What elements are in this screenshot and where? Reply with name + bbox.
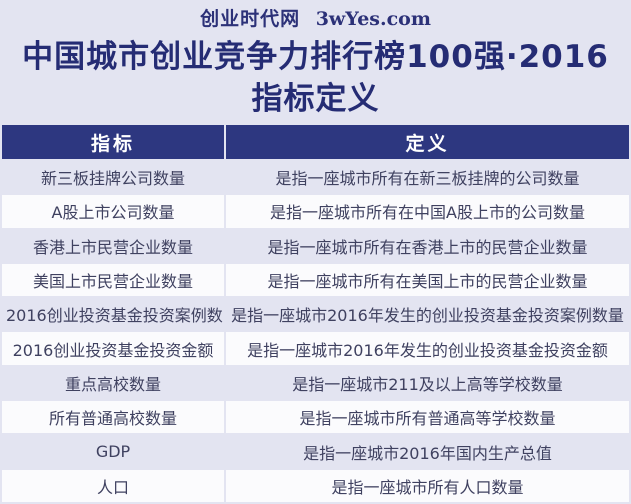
definitions-table: 指标 定义 新三板挂牌公司数量 是指一座城市所有在新三板挂牌的公司数量 A股上市公司… <box>0 123 631 504</box>
indicator-cell: GDP <box>2 435 224 468</box>
table-row: 香港上市民营企业数量 是指一座城市所有在香港上市的民营企业数量 <box>2 229 629 262</box>
site-name: 创业时代网 <box>200 8 301 30</box>
definition-cell: 是指一座城市所有普通高等学校数量 <box>226 401 629 434</box>
indicator-cell: 香港上市民营企业数量 <box>2 229 224 262</box>
definition-cell: 是指一座城市所有在新三板挂牌的公司数量 <box>226 161 629 194</box>
table-row: 人口 是指一座城市所有人口数量 <box>2 469 629 502</box>
indicator-cell: 新三板挂牌公司数量 <box>2 161 224 194</box>
table-row: 美国上市民营企业数量 是指一座城市所有在美国上市的民营企业数量 <box>2 263 629 297</box>
table-row: 2016创业投资基金投资案例数 是指一座城市2016年发生的创业投资基金投资案例数… <box>2 298 629 331</box>
page-title: 中国城市创业竞争力排行榜100强·2016 指标定义 <box>0 36 631 120</box>
indicator-cell: 2016创业投资基金投资案例数 <box>2 298 224 331</box>
table-body: 新三板挂牌公司数量 是指一座城市所有在新三板挂牌的公司数量 A股上市公司数量 是指一座… <box>2 161 629 502</box>
indicator-cell: 美国上市民营企业数量 <box>2 263 224 297</box>
table-row: A股上市公司数量 是指一座城市所有在中国A股上市的公司数量 <box>2 195 629 228</box>
indicator-cell: 重点高校数量 <box>2 366 224 400</box>
table-row: 重点高校数量 是指一座城市211及以上高等学校数量 <box>2 366 629 400</box>
indicator-cell: 人口 <box>2 469 224 502</box>
definition-cell: 是指一座城市所有在香港上市的民营企业数量 <box>226 229 629 262</box>
table-row: 所有普通高校数量 是指一座城市所有普通高等学校数量 <box>2 401 629 434</box>
definition-cell: 是指一座城市2016年发生的创业投资基金投资案例数量 <box>226 298 629 331</box>
table-row: GDP 是指一座城市2016年国内生产总值 <box>2 435 629 468</box>
indicator-cell: 2016创业投资基金投资金额 <box>2 332 224 365</box>
site-banner: 创业时代网 3wYes.com <box>0 4 631 31</box>
definition-cell: 是指一座城市2016年国内生产总值 <box>226 435 629 468</box>
table-row: 新三板挂牌公司数量 是指一座城市所有在新三板挂牌的公司数量 <box>2 161 629 194</box>
page-title-line1: 中国城市创业竞争力排行榜100强·2016 <box>22 39 609 75</box>
indicator-cell: A股上市公司数量 <box>2 195 224 228</box>
table-header-row: 指标 定义 <box>2 125 629 159</box>
page-title-line2: 指标定义 <box>251 81 380 117</box>
column-header-indicator: 指标 <box>2 125 224 159</box>
definition-cell: 是指一座城市所有在美国上市的民营企业数量 <box>226 263 629 297</box>
indicator-cell: 所有普通高校数量 <box>2 401 224 434</box>
table-row: 2016创业投资基金投资金额 是指一座城市2016年发生的创业投资基金投资金额 <box>2 332 629 365</box>
definition-cell: 是指一座城市211及以上高等学校数量 <box>226 366 629 400</box>
definition-cell: 是指一座城市所有人口数量 <box>226 469 629 502</box>
definitions-table-wrap: 指标 定义 新三板挂牌公司数量 是指一座城市所有在新三板挂牌的公司数量 A股上市公司… <box>0 123 631 504</box>
site-url: 3wYes.com <box>315 8 431 30</box>
definition-cell: 是指一座城市所有在中国A股上市的公司数量 <box>226 195 629 228</box>
definition-cell: 是指一座城市2016年发生的创业投资基金投资金额 <box>226 332 629 365</box>
column-header-definition: 定义 <box>226 125 629 159</box>
